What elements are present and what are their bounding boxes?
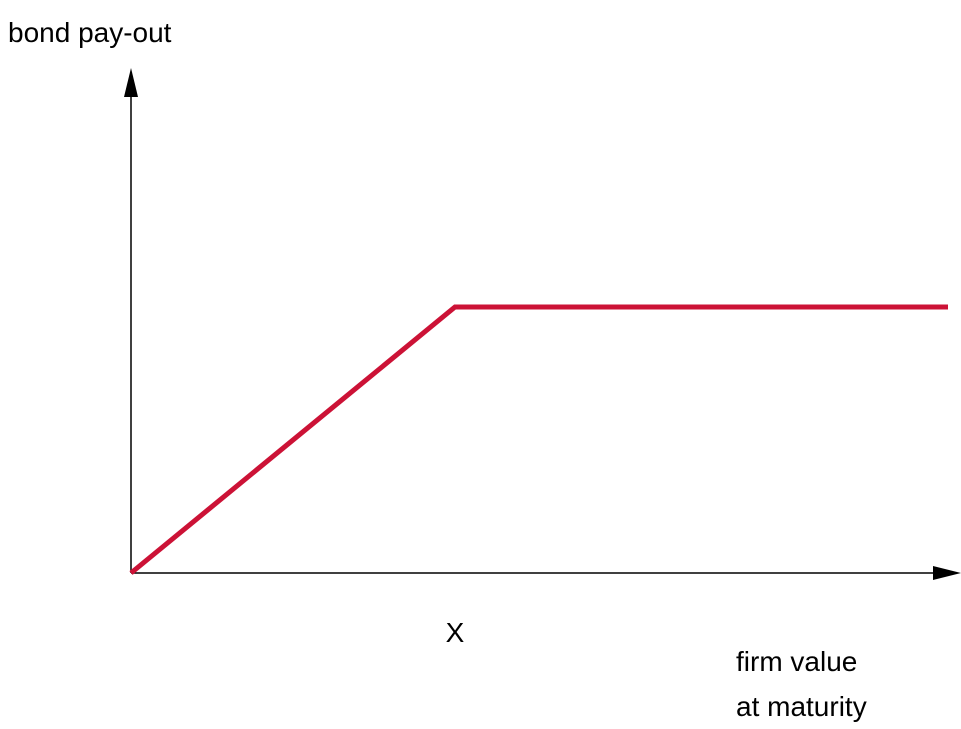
y-axis-label: bond pay-out [8, 17, 172, 48]
x-axis-label: firm value [736, 646, 857, 677]
y-axis-arrow [124, 68, 138, 97]
x-axis-label: at maturity [736, 691, 867, 722]
payoff-line [129, 304, 948, 575]
x-axis-arrow [933, 566, 961, 580]
strike-label: X [446, 617, 465, 648]
